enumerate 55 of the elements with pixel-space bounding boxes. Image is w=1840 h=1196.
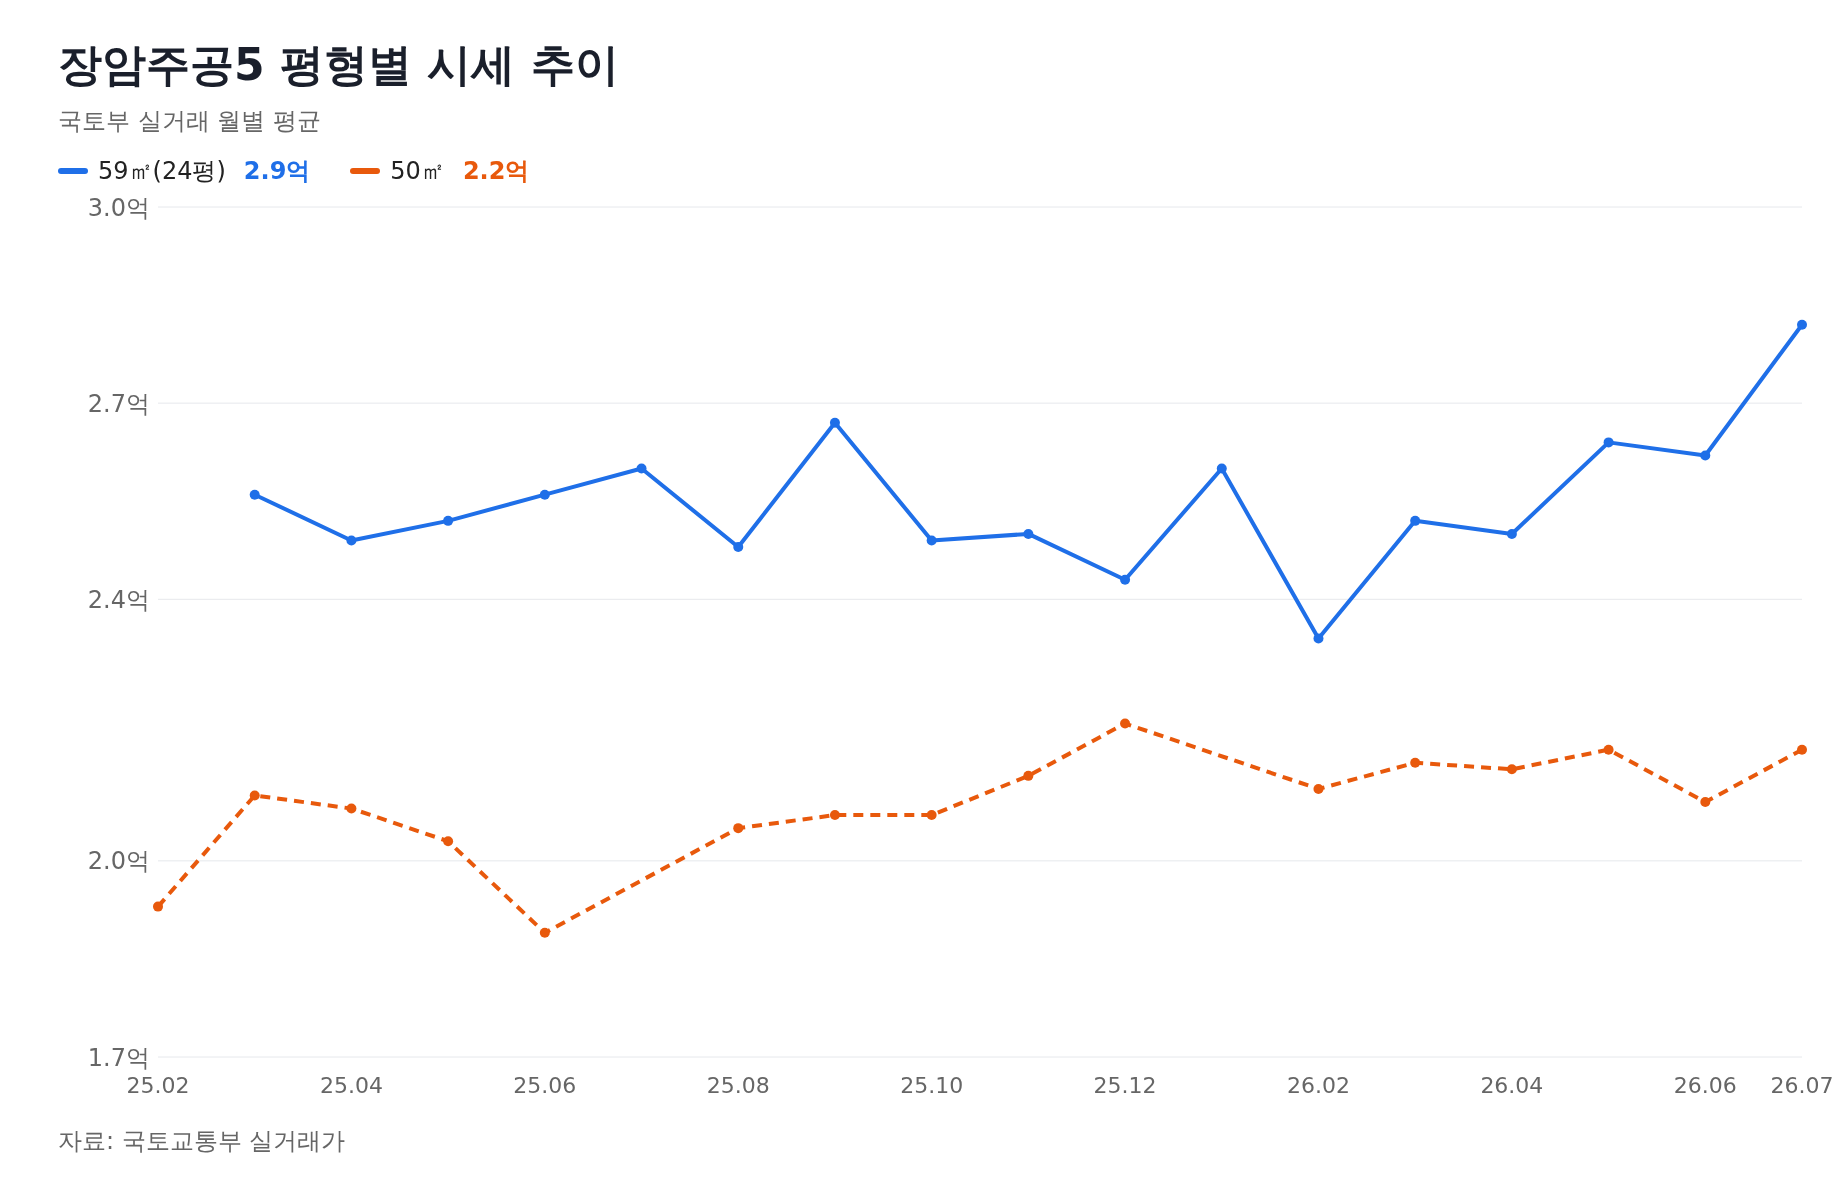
- x-tick-label: 26.04: [1480, 1072, 1544, 1098]
- x-tick-label: 25.02: [126, 1072, 190, 1098]
- point: [1700, 450, 1711, 461]
- point: [1700, 797, 1711, 807]
- point: [1603, 437, 1614, 448]
- point: [926, 810, 937, 821]
- point: [733, 542, 744, 552]
- y-tick-label: 2.4억: [87, 585, 150, 614]
- x-tick-label: 26.06: [1673, 1072, 1737, 1098]
- chart-subtitle: 국토부 실거래 월별 평균: [58, 106, 322, 137]
- point: [443, 515, 454, 526]
- chart-title: 장암주공5 평형별 시세 추이: [58, 38, 620, 92]
- point: [1797, 319, 1807, 330]
- text: 자료: 국토교통부 실거래가: [58, 1126, 347, 1157]
- point: [1506, 528, 1517, 539]
- point: [1506, 764, 1517, 775]
- point: [829, 810, 840, 821]
- x-tick-label: 25.10: [900, 1072, 964, 1098]
- legend-label: 50㎡: [390, 156, 445, 187]
- point: [1120, 574, 1131, 585]
- point: [1313, 633, 1324, 644]
- point: [1216, 463, 1227, 474]
- point: [153, 901, 163, 912]
- text: 2.2억: [462, 156, 530, 187]
- point: [539, 489, 550, 500]
- x-tick-label: 26.07: [1770, 1072, 1834, 1098]
- point: [539, 927, 550, 938]
- point: [636, 463, 647, 474]
- point: [1023, 770, 1034, 781]
- point: [443, 836, 454, 847]
- x-tick-label: 25.04: [319, 1072, 383, 1098]
- point: [829, 417, 840, 428]
- y-tick-label: 1.7억: [87, 1043, 150, 1072]
- x-tick-label: 26.02: [1286, 1072, 1350, 1098]
- point: [1410, 757, 1421, 768]
- x-tick-label: 25.12: [1093, 1072, 1157, 1098]
- point: [1120, 718, 1131, 729]
- y-tick-label: 2.0억: [87, 847, 150, 876]
- point: [1023, 528, 1034, 539]
- point: [249, 790, 260, 801]
- point: [926, 535, 937, 546]
- point: [1410, 515, 1421, 526]
- point: [1603, 744, 1614, 755]
- y-tick-label: 2.7억: [87, 389, 150, 418]
- x-tick-label: 25.06: [513, 1072, 577, 1098]
- y-tick-label: 3.0억: [87, 193, 150, 222]
- point: [1313, 783, 1324, 794]
- legend-label: 59㎡(24평): [98, 156, 226, 187]
- point: [249, 489, 260, 500]
- point: [1797, 744, 1807, 755]
- x-tick-label: 25.08: [706, 1072, 770, 1098]
- point: [346, 535, 357, 546]
- text: 2.9억: [243, 156, 311, 187]
- point: [346, 803, 357, 814]
- point: [733, 823, 744, 834]
